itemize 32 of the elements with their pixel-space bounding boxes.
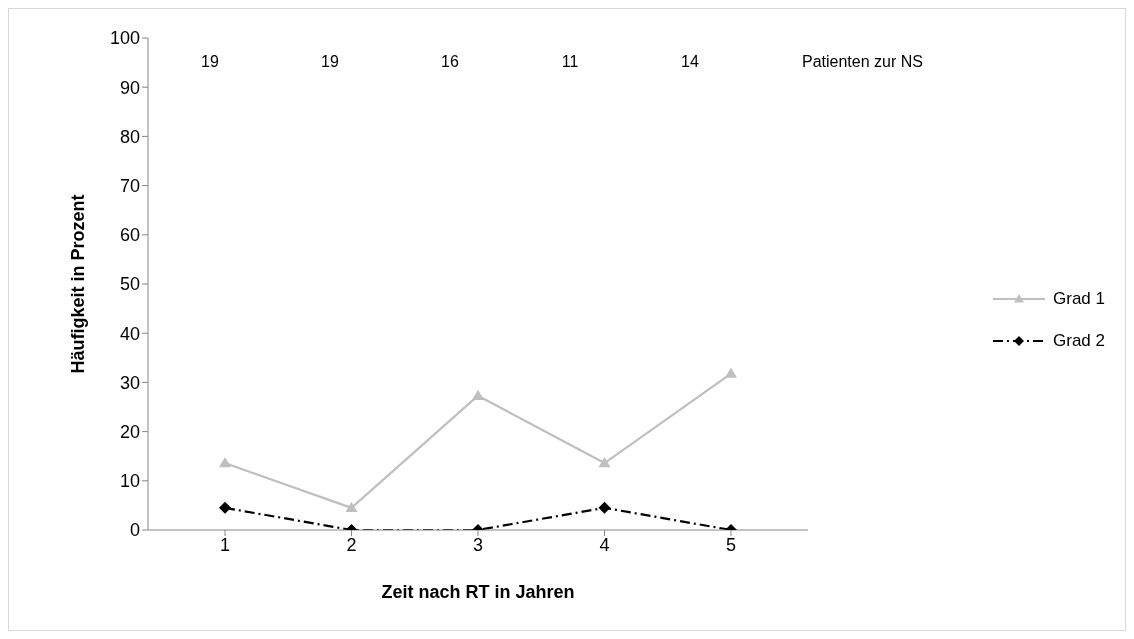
- y-tick-label: 100: [109, 28, 140, 49]
- x-tick-label: 5: [726, 534, 737, 555]
- point: [345, 501, 358, 513]
- y-axis-title: Häufigkeit in Prozent: [68, 194, 89, 374]
- x-axis-title: Zeit nach RT in Jahren: [381, 582, 575, 602]
- y-tick-label: 20: [119, 421, 140, 442]
- annotation: 19: [320, 53, 340, 71]
- y-tick-label: 50: [119, 274, 140, 295]
- x-tick-label: 4: [599, 534, 610, 555]
- y-tick-label: 40: [119, 323, 140, 344]
- annotation: 16: [440, 53, 460, 71]
- y-tick-label: 0: [129, 520, 140, 541]
- x-tick-label: 2: [346, 534, 357, 555]
- annotation: 11: [560, 53, 580, 71]
- legend-label: Grad 1: [1053, 288, 1105, 309]
- annotation: Patienten zur NS: [802, 53, 923, 71]
- annotation: 19: [200, 53, 220, 71]
- point: [598, 457, 611, 468]
- point: [219, 457, 231, 468]
- point: [598, 501, 611, 514]
- legend-label: Grad 2: [1053, 330, 1105, 351]
- point: [725, 367, 738, 378]
- y-tick-label: 90: [119, 77, 140, 98]
- point: [219, 501, 231, 514]
- x-tick-label: 3: [473, 534, 484, 555]
- y-tick-label: 60: [119, 225, 140, 246]
- y-tick-label: 10: [119, 471, 140, 492]
- y-tick-label: 30: [119, 372, 140, 393]
- annotation: 14: [680, 53, 700, 71]
- y-tick-label: 70: [119, 175, 140, 196]
- x-tick-label: 1: [219, 534, 231, 555]
- y-tick-label: 80: [119, 126, 140, 147]
